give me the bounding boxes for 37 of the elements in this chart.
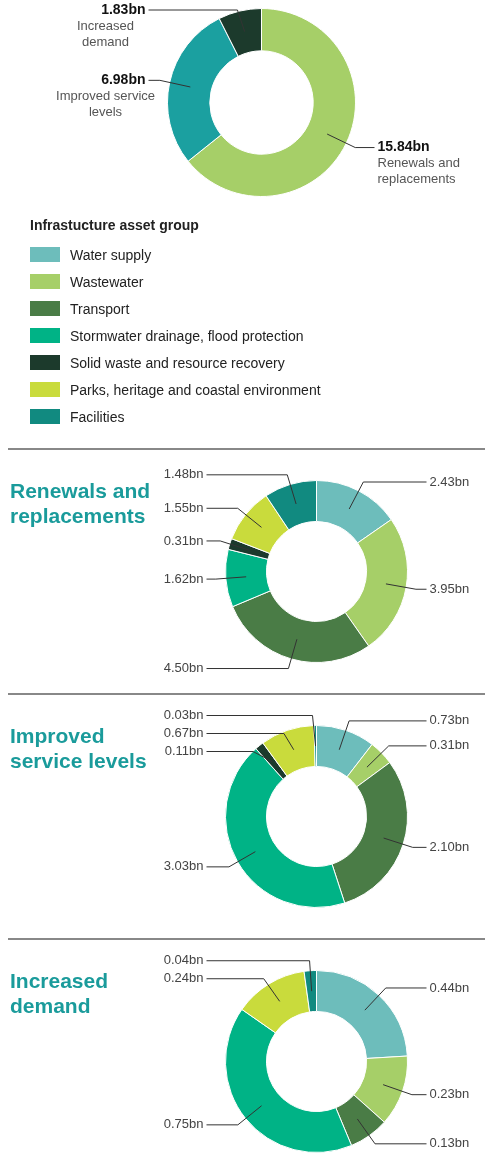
data-label: 0.31bn [429,737,470,753]
legend-label: Facilities [70,408,125,425]
legend-title: Infrastucture asset group [30,217,200,233]
data-label: 0.04bn [163,952,204,968]
data-label: 0.73bn [429,712,470,728]
data-label: 1.83bn [101,0,146,17]
data-label: 0.11bn [164,743,204,759]
data-label: 0.23bn [429,1086,470,1102]
data-label: 0.75bn [163,1116,204,1132]
data-label: 2.43bn [429,473,470,489]
data-label: 1.55bn [163,499,204,515]
data-label: 1.48bn [163,466,204,482]
legend-label: Parks, heritage and coastal environment [70,381,321,398]
legend-label: Transport [70,300,130,317]
data-label: 0.67bn [163,725,204,741]
data-label: 3.95bn [429,580,470,596]
legend-label: Water supply [70,246,152,263]
text: Improved service levels [10,724,147,772]
data-label: 0.13bn [429,1135,470,1151]
data-label: 15.84bn [377,138,430,155]
data-label: 0.03bn [163,707,204,723]
data-label: 4.50bn [163,660,204,676]
data-label: 0.44bn [429,979,470,995]
slice-label: Renewals and replacements [377,155,460,187]
legend-label: Wastewater [70,273,144,290]
data-label: 0.31bn [163,532,204,548]
data-label: 3.03bn [163,858,204,874]
data-label: 2.10bn [429,838,470,854]
slice-label: Improved service levels [56,87,155,119]
data-label: 0.24bn [163,970,204,986]
slice-label: Increased demand [76,17,135,49]
text: Increased demand [10,969,109,1017]
data-label: 1.62bn [163,570,204,586]
legend-label: Stormwater drainage, flood protection [70,327,304,344]
legend-label: Solid waste and resource recovery [70,354,285,371]
data-label: 6.98bn [101,71,146,88]
text: Renewals and replacements [10,479,151,527]
